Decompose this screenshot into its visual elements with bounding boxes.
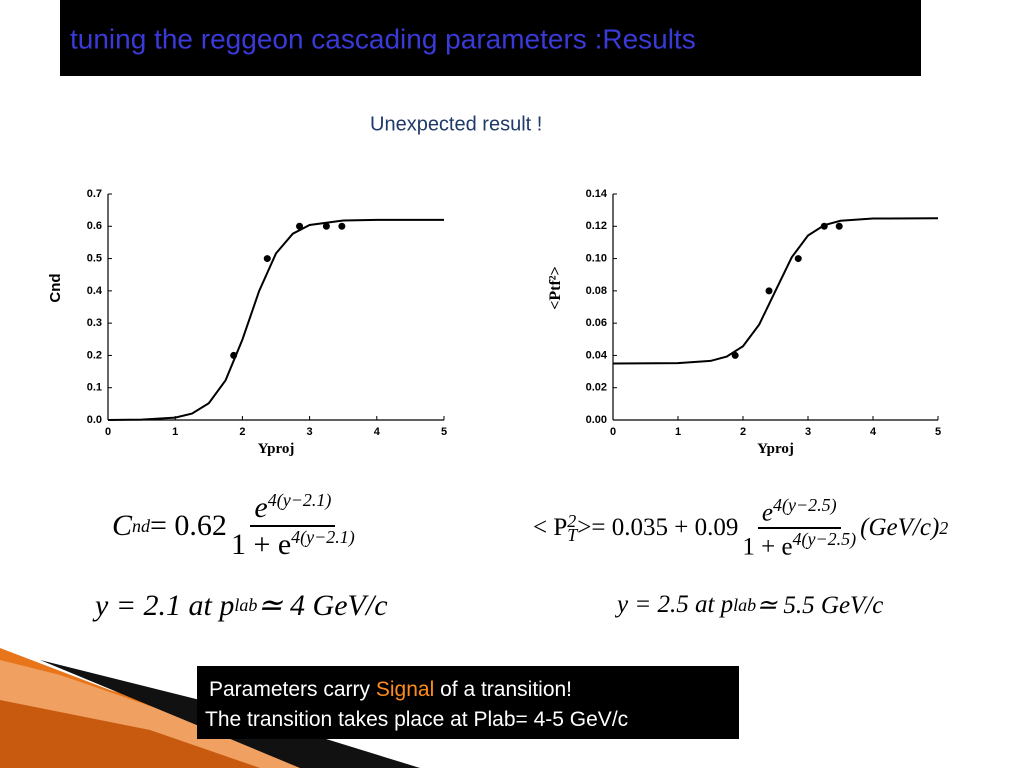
y-tick-label: 0.5 (87, 252, 102, 264)
note-line: Parameters carry Signal of a transition! (209, 675, 739, 705)
y-tick-label: 0.14 (586, 188, 608, 200)
x-tick-label: 3 (307, 426, 313, 438)
fit-curve (612, 217, 939, 365)
fraction: e4(y−2.1) 1 + e4(y−2.1) (231, 490, 355, 562)
text: ≃ 4 GeV/c (257, 589, 388, 622)
text: 4(y−2.5) (792, 529, 857, 550)
x-tick-label: 2 (239, 426, 245, 438)
text: e (761, 499, 773, 527)
text: (GeV/c) (860, 514, 940, 542)
y-tick-label: 0.0 (87, 414, 102, 426)
y-tick-label: 0.1 (87, 382, 102, 394)
decoration (0, 700, 260, 768)
x-tick-label: 4 (870, 426, 877, 438)
text: 2 (939, 517, 949, 538)
text: 1 + e (742, 533, 793, 561)
text: lab (234, 595, 258, 615)
text: T (567, 525, 578, 546)
y-tick-label: 0.00 (586, 414, 607, 426)
text: < P (533, 514, 568, 542)
denominator: 1 + e4(y−2.5) (742, 529, 856, 561)
x-axis-label: Yproj (757, 441, 794, 457)
data-point (338, 222, 346, 230)
note-line: The transition takes place at Plab= 4-5 … (205, 708, 629, 731)
y-tick-label: 0.04 (586, 349, 608, 361)
data-point (794, 255, 802, 263)
y-tick-label: 0.4 (87, 285, 103, 297)
text: y = 2.1 at p (95, 588, 235, 622)
x-tick-label: 5 (935, 426, 941, 438)
y-axis-label: Cnd (47, 273, 64, 302)
formula: y = 2.1 at p lab ≃ 4 GeV/c (95, 588, 388, 623)
x-tick-label: 2 (740, 426, 746, 438)
y-axis-label: <Ptf²> (547, 266, 564, 309)
text: 4(y−2.1) (267, 490, 332, 510)
data-point (263, 255, 271, 263)
data-point (765, 287, 773, 295)
text: of a transition! (434, 678, 573, 701)
data-point (322, 222, 330, 230)
text: ≃ 5.5 GeV/c (756, 592, 884, 619)
y-tick-label: 0.6 (87, 220, 102, 232)
data-point (835, 222, 843, 230)
y-tick-label: 0.2 (87, 349, 102, 361)
data-point (296, 222, 304, 230)
x-tick-label: 1 (675, 426, 681, 438)
text: 2 (567, 511, 577, 532)
text: e (254, 491, 268, 524)
x-axis-label: Yproj (258, 441, 295, 457)
numerator: e4(y−2.5) (757, 495, 841, 530)
x-tick-label: 0 (105, 426, 111, 438)
text: >= 0.035 + 0.09 (577, 514, 739, 542)
subtitle: Unexpected result ! (370, 113, 542, 135)
text: nd (132, 515, 151, 536)
denominator: 1 + e4(y−2.1) (231, 527, 355, 562)
text: 4(y−2.1) (291, 527, 355, 547)
y-tick-label: 0.02 (586, 382, 607, 394)
y-tick-label: 0.10 (586, 252, 607, 264)
fraction: e4(y−2.5) 1 + e4(y−2.5) (742, 495, 856, 562)
x-tick-label: 3 (805, 426, 811, 438)
text: C (112, 509, 133, 542)
y-tick-label: 0.7 (87, 188, 102, 200)
x-tick-label: 0 (610, 426, 616, 438)
x-tick-label: 1 (172, 426, 178, 438)
y-tick-label: 0.08 (586, 285, 607, 297)
text: lab (733, 594, 757, 615)
text: y = 2.5 at p (617, 591, 734, 618)
numerator: e4(y−2.1) (250, 490, 336, 527)
highlight: Signal (375, 678, 435, 701)
y-tick-label: 0.12 (586, 220, 607, 232)
x-tick-label: 5 (441, 426, 447, 438)
title: tuning the reggeon cascading parameters … (70, 23, 696, 54)
note-box: Parameters carry Signal of a transition!… (197, 666, 739, 739)
text: 4(y−2.5) (773, 495, 837, 515)
fit-curve (107, 218, 444, 421)
data-point (731, 351, 739, 359)
text: = 0.62 (150, 509, 227, 542)
y-tick-label: 0.06 (586, 317, 607, 329)
y-tick-label: 0.3 (87, 317, 102, 329)
formula: y = 2.5 at p lab ≃ 5.5 GeV/c (617, 590, 883, 620)
text: 1 + e (230, 528, 292, 561)
title-bar (60, 0, 921, 76)
text: Parameters carry (209, 678, 376, 701)
x-tick-label: 4 (374, 426, 381, 438)
